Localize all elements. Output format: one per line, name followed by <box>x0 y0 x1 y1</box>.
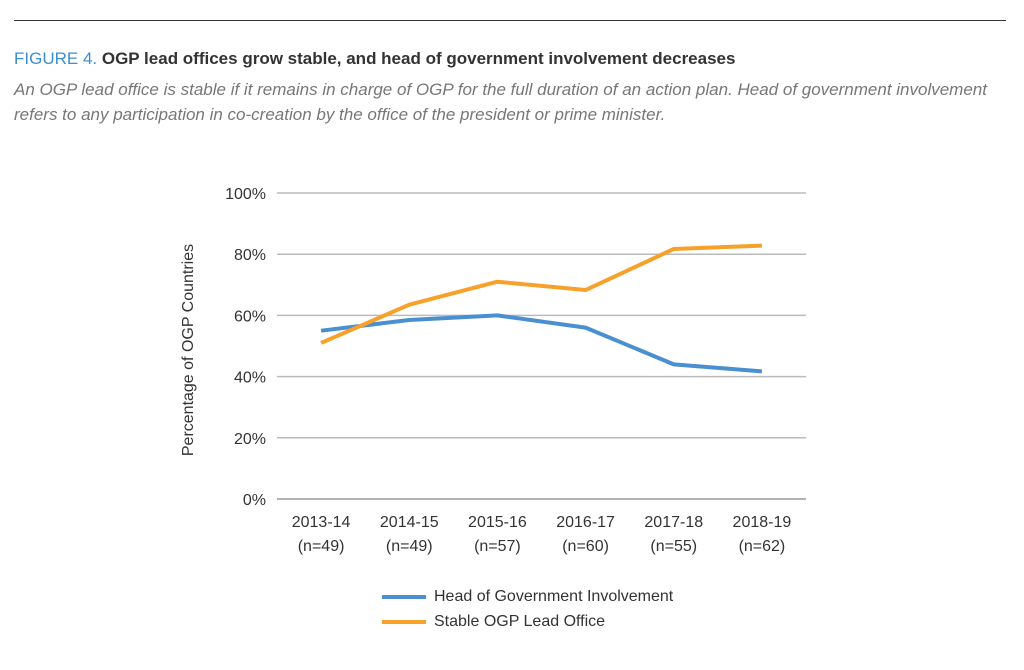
figure-title: FIGURE 4. OGP lead offices grow stable, … <box>14 49 735 69</box>
x-tick-label: 2017-18 <box>644 514 703 531</box>
legend-swatch <box>382 619 426 624</box>
x-tick-sublabel: (n=55) <box>650 538 697 555</box>
figure-title-text: OGP lead offices grow stable, and head o… <box>101 49 736 68</box>
x-tick-sublabel: (n=49) <box>386 538 433 555</box>
series-line-1 <box>320 243 762 345</box>
top-rule <box>14 20 1006 21</box>
y-tick-label: 0% <box>243 492 266 509</box>
figure-subtitle: An OGP lead office is stable if it remai… <box>14 80 987 124</box>
x-tick-label: 2014-15 <box>380 514 439 531</box>
x-tick-label: 2013-14 <box>292 514 351 531</box>
y-tick-label: 40% <box>234 370 266 387</box>
y-axis-label: Percentage of OGP Countries <box>180 244 197 456</box>
y-tick-label: 60% <box>234 308 266 325</box>
legend-label: Head of Government Involvement <box>434 588 674 605</box>
x-tick-sublabel: (n=57) <box>474 538 521 555</box>
figure-label: FIGURE 4. <box>14 49 98 68</box>
legend-item-head-of-government: Head of Government Involvement <box>382 588 673 606</box>
x-tick-label: 2015-16 <box>468 514 527 531</box>
y-tick-label: 80% <box>234 247 266 264</box>
x-tick-label: 2016-17 <box>556 514 615 531</box>
y-tick-label: 100% <box>225 186 266 203</box>
x-tick-label: 2018-19 <box>733 514 792 531</box>
y-tick-label: 20% <box>234 431 266 448</box>
x-tick-sublabel: (n=62) <box>739 538 786 555</box>
legend-label: Stable OGP Lead Office <box>434 613 606 630</box>
series-line-0 <box>320 313 763 374</box>
x-tick-sublabel: (n=60) <box>562 538 609 555</box>
legend-item-stable-lead-office: Stable OGP Lead Office <box>382 613 605 631</box>
x-tick-sublabel: (n=49) <box>298 538 345 555</box>
legend-swatch <box>382 594 426 599</box>
